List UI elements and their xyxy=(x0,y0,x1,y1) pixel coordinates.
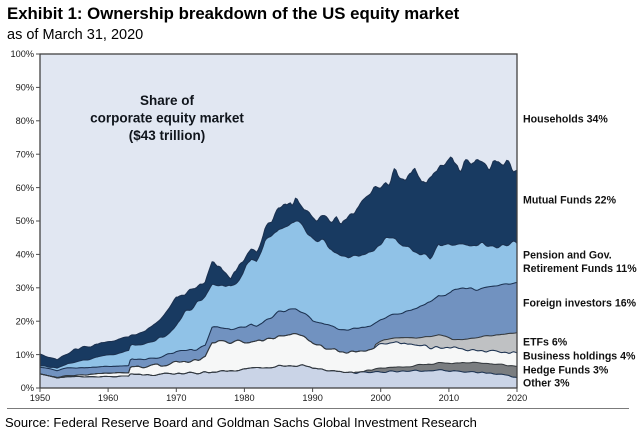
svg-text:Hedge Funds 3%: Hedge Funds 3% xyxy=(523,364,609,376)
svg-text:10%: 10% xyxy=(16,350,34,360)
svg-text:Share of: Share of xyxy=(140,93,195,108)
svg-text:2000: 2000 xyxy=(370,393,390,403)
svg-text:2020: 2020 xyxy=(507,393,527,403)
svg-text:Business holdings 4%: Business holdings 4% xyxy=(523,350,636,362)
svg-text:30%: 30% xyxy=(16,283,34,293)
svg-text:40%: 40% xyxy=(16,250,34,260)
svg-text:1960: 1960 xyxy=(98,393,118,403)
svg-text:1970: 1970 xyxy=(166,393,186,403)
svg-text:($43 trillion): ($43 trillion) xyxy=(129,128,206,143)
svg-text:20%: 20% xyxy=(16,316,34,326)
svg-text:Pension and Gov.: Pension and Gov. xyxy=(523,249,612,261)
svg-text:ETFs 6%: ETFs 6% xyxy=(523,336,568,348)
svg-text:80%: 80% xyxy=(16,116,34,126)
svg-text:corporate equity market: corporate equity market xyxy=(90,111,244,126)
svg-text:1950: 1950 xyxy=(30,393,50,403)
svg-text:90%: 90% xyxy=(16,83,34,93)
svg-text:50%: 50% xyxy=(16,216,34,226)
svg-text:2010: 2010 xyxy=(439,393,459,403)
svg-text:1990: 1990 xyxy=(302,393,322,403)
svg-text:Other 3%: Other 3% xyxy=(523,377,570,389)
svg-text:70%: 70% xyxy=(16,149,34,159)
svg-text:1980: 1980 xyxy=(234,393,254,403)
svg-text:Foreign investors 16%: Foreign investors 16% xyxy=(523,297,637,309)
svg-text:Retirement Funds 11%: Retirement Funds 11% xyxy=(523,263,637,275)
svg-text:Mutual Funds 22%: Mutual Funds 22% xyxy=(523,194,617,206)
svg-text:100%: 100% xyxy=(11,49,35,59)
svg-text:60%: 60% xyxy=(16,183,34,193)
svg-text:0%: 0% xyxy=(21,383,34,393)
svg-text:Households 34%: Households 34% xyxy=(523,113,608,125)
